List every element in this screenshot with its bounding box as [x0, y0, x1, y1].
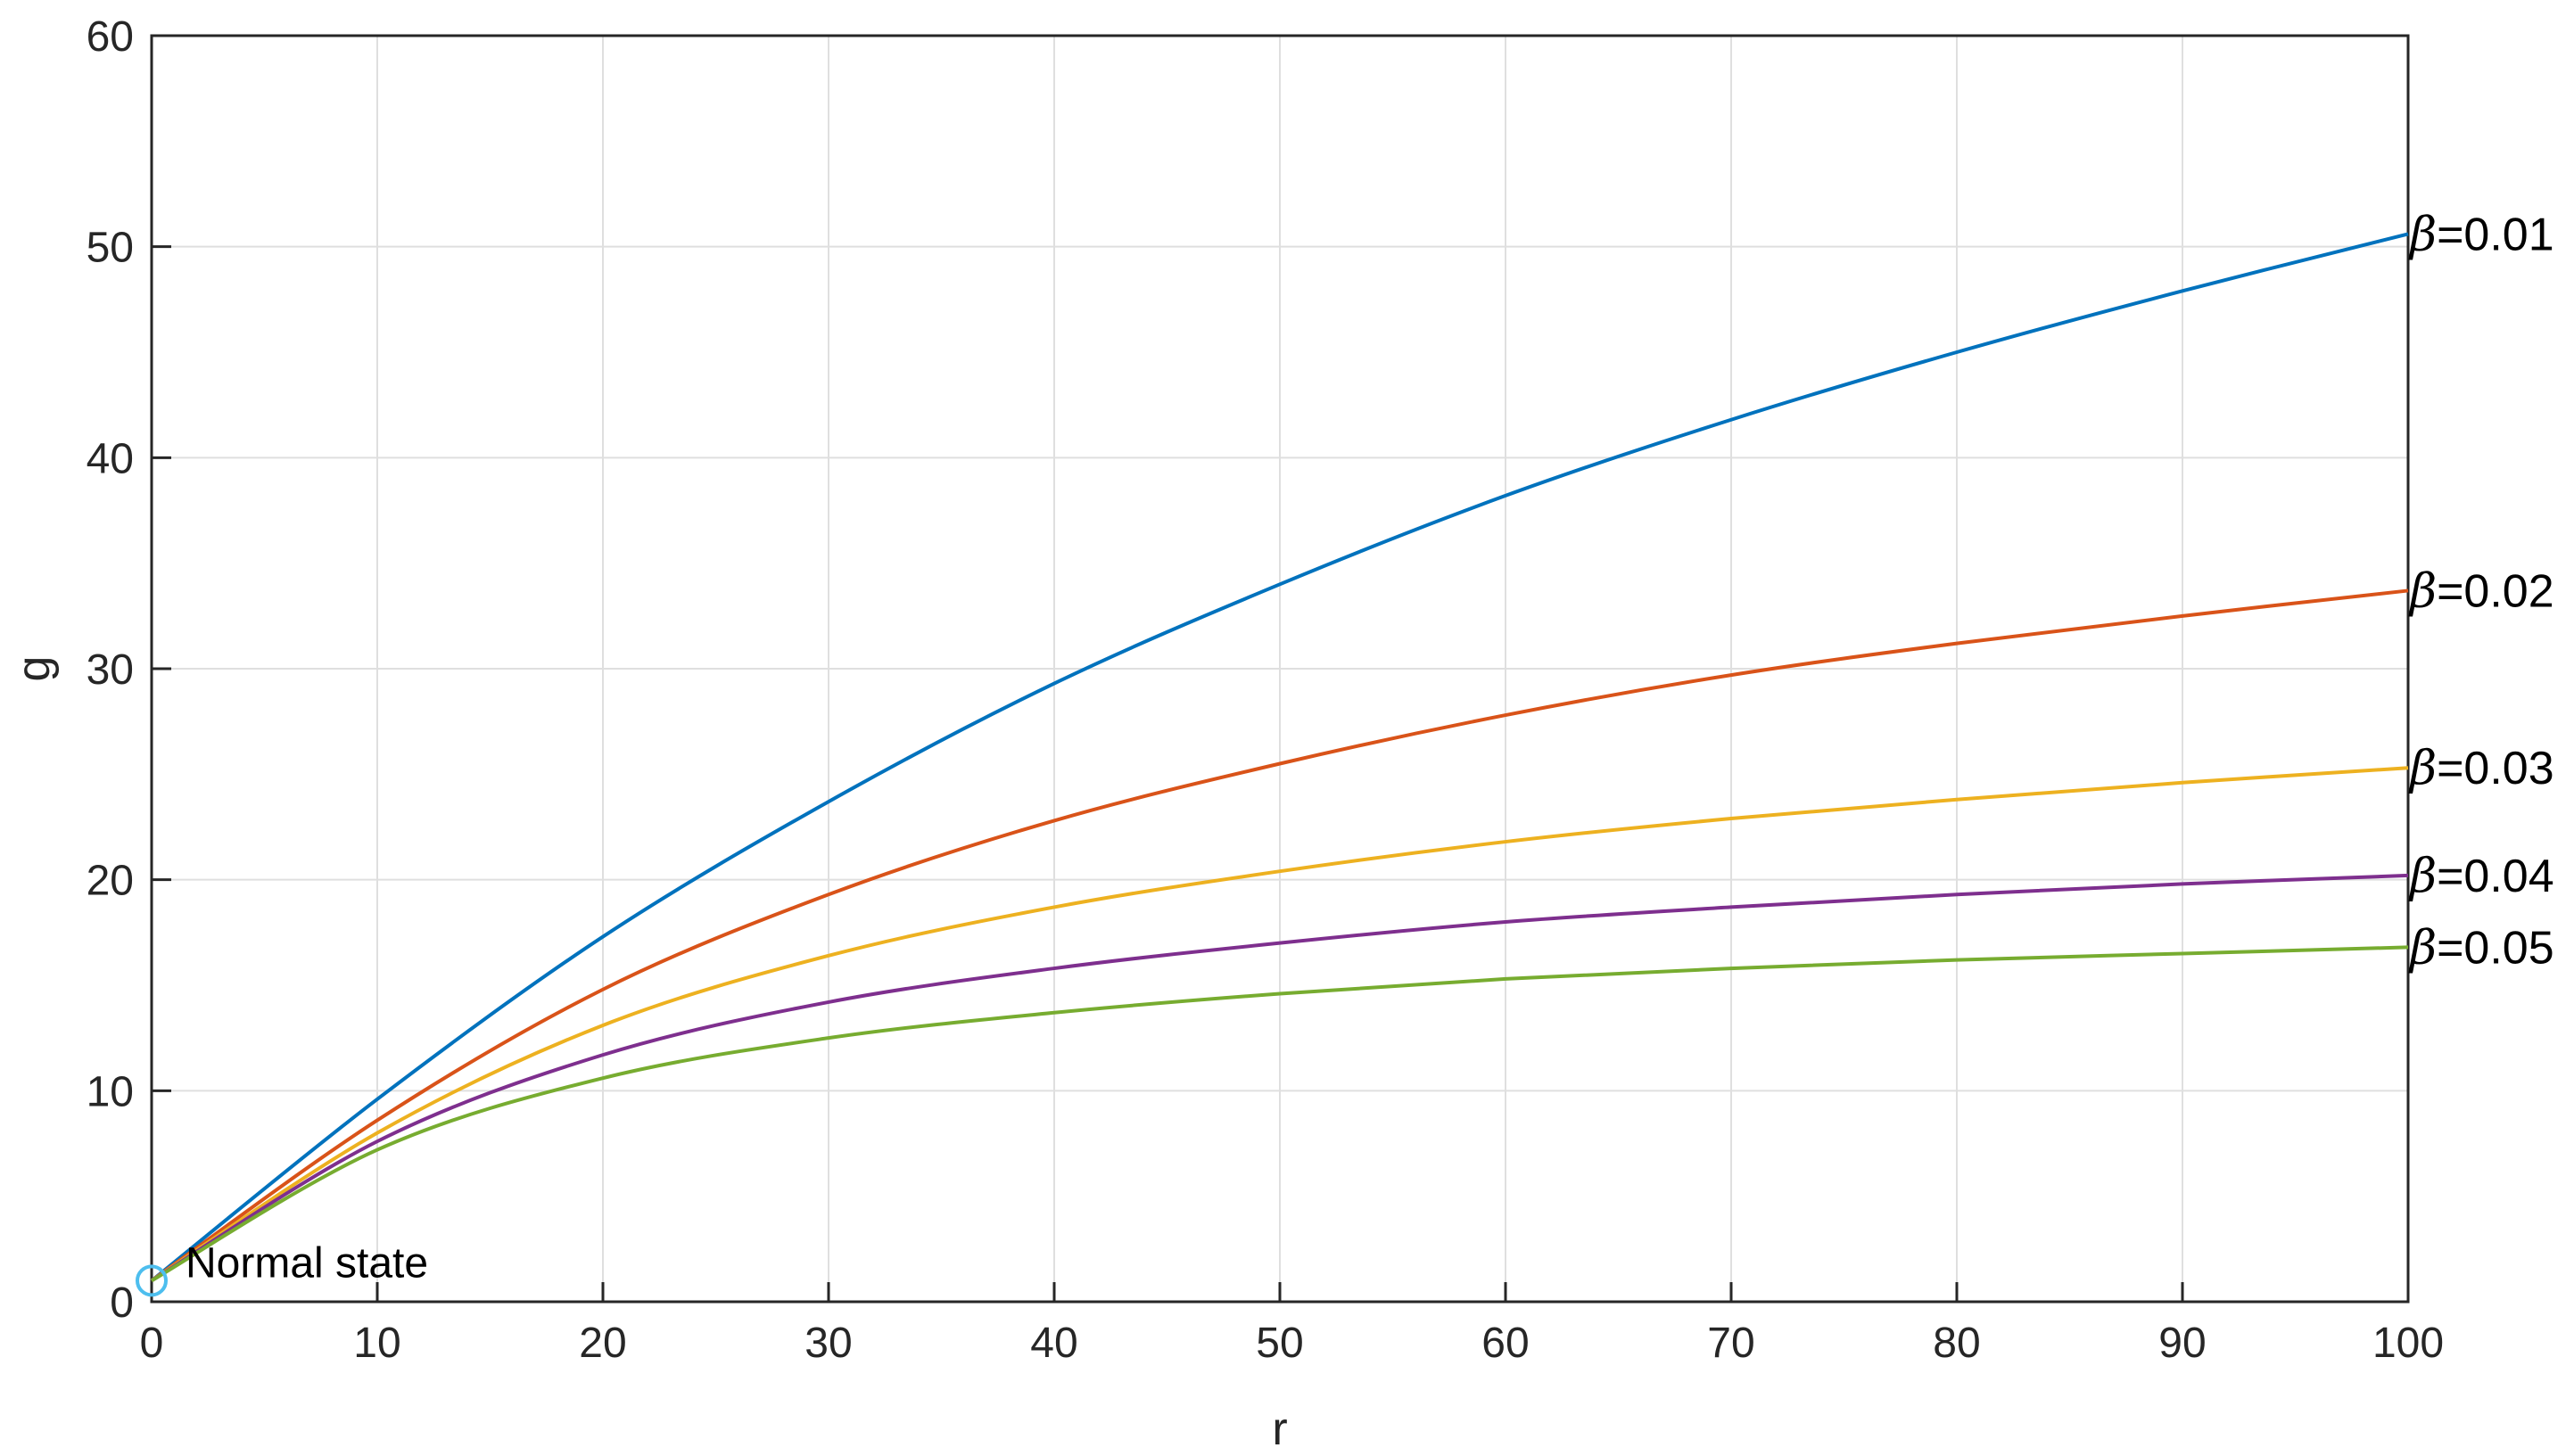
- y-tick-label: 40: [87, 435, 134, 482]
- series-label-2: β=0.02: [2408, 564, 2554, 618]
- beta-value: =0.05: [2437, 922, 2554, 974]
- normal-state-marker: [136, 1264, 168, 1297]
- beta-value: =0.02: [2437, 565, 2554, 617]
- series-line-2: [150, 588, 2409, 1282]
- normal-state-label: Normal state: [186, 1239, 428, 1287]
- x-tick-label: 50: [1256, 1320, 1303, 1367]
- x-tick-label: 100: [2372, 1320, 2444, 1367]
- series-line-1: [150, 232, 2409, 1282]
- series-lines: [150, 232, 2409, 1283]
- beta-symbol: β: [2408, 208, 2437, 261]
- y-axis-ticks: 0 10 20 30 40 50 60: [87, 13, 171, 1327]
- series-line-5: [150, 945, 2409, 1283]
- x-tick-label: 60: [1481, 1320, 1529, 1367]
- series-label-1: β=0.01: [2408, 208, 2554, 261]
- y-tick-label: 50: [87, 225, 134, 272]
- series-line-3: [150, 766, 2409, 1283]
- beta-value: =0.04: [2437, 851, 2554, 902]
- x-tick-label: 20: [579, 1320, 626, 1367]
- x-tick-label: 0: [140, 1320, 164, 1367]
- beta-symbol: β: [2408, 564, 2437, 618]
- x-tick-label: 40: [1030, 1320, 1077, 1367]
- y-tick-label: 30: [87, 646, 134, 694]
- annotation: Normal state: [136, 1239, 428, 1297]
- beta-value: =0.01: [2437, 209, 2554, 260]
- beta-value: =0.03: [2437, 743, 2554, 794]
- y-tick-label: 0: [110, 1279, 134, 1327]
- beta-symbol: β: [2408, 921, 2437, 975]
- y-axis-title: g: [8, 656, 60, 682]
- series-line-4: [150, 873, 2409, 1283]
- series-labels: β=0.01β=0.02β=0.03β=0.04β=0.05: [2408, 208, 2554, 975]
- y-tick-label: 60: [87, 13, 134, 61]
- beta-symbol: β: [2408, 742, 2437, 795]
- grid: [151, 35, 2409, 1303]
- x-tick-label: 90: [2158, 1320, 2206, 1367]
- x-tick-label: 70: [1707, 1320, 1754, 1367]
- series-label-4: β=0.04: [2408, 850, 2554, 903]
- series-label-5: β=0.05: [2408, 921, 2554, 975]
- x-tick-label: 80: [1933, 1320, 1980, 1367]
- x-axis-title: r: [1272, 1403, 1287, 1455]
- y-tick-label: 10: [87, 1068, 134, 1115]
- x-tick-label: 30: [804, 1320, 852, 1367]
- series-label-3: β=0.03: [2408, 742, 2554, 795]
- x-tick-label: 10: [353, 1320, 400, 1367]
- y-tick-label: 20: [87, 858, 134, 905]
- beta-symbol: β: [2408, 850, 2437, 903]
- x-axis-ticks: 0 10 20 30 40 50 60 70 80 90 100: [140, 1282, 2444, 1367]
